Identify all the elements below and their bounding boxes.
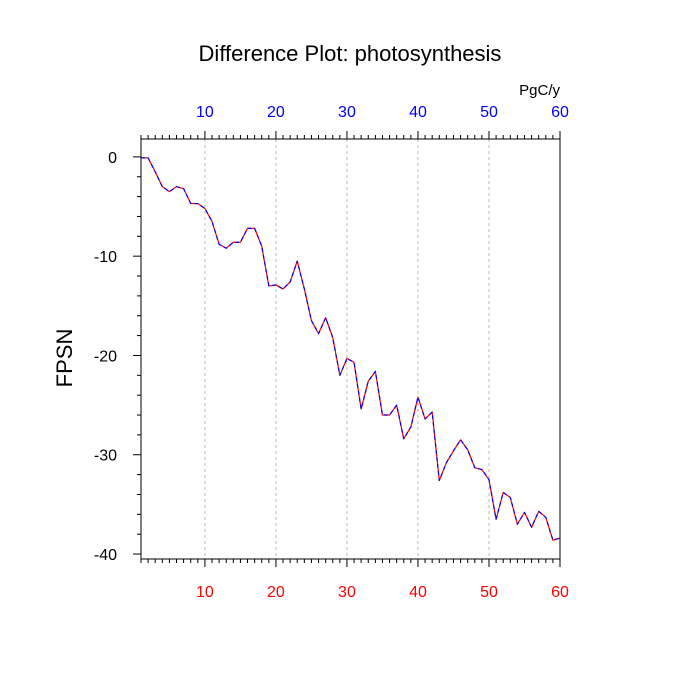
x-tick-label-bottom: 40 (409, 584, 427, 601)
y-tick-label: -20 (94, 348, 117, 365)
y-tick-label: -30 (94, 448, 117, 465)
x-tick-label-top: 60 (551, 104, 569, 121)
x-tick-label-bottom: 10 (196, 584, 214, 601)
series-line-blue-dashed (141, 157, 561, 541)
top-axis-units-label: PgC/y (519, 82, 560, 99)
chart-title: Difference Plot: photosynthesis (199, 41, 502, 66)
x-tick-label-top: 20 (267, 104, 285, 121)
y-tick-label: -10 (94, 249, 117, 266)
y-axis-label: FPSN (52, 329, 77, 388)
x-tick-label-bottom: 30 (338, 584, 356, 601)
series-layer (141, 157, 561, 541)
y-tick-label: -40 (94, 547, 117, 564)
x-tick-label-top: 50 (480, 104, 498, 121)
x-tick-label-bottom: 50 (480, 584, 498, 601)
x-tick-label-top: 30 (338, 104, 356, 121)
x-tick-label-top: 40 (409, 104, 427, 121)
y-tick-label: 0 (108, 150, 117, 167)
tick-layer (133, 131, 561, 567)
label-layer: 10 20 30 40 50 60 10 20 30 40 50 60 0 -10 -20 -30 -40 (94, 104, 569, 601)
x-tick-label-bottom: 60 (551, 584, 569, 601)
series-line-red (141, 157, 561, 541)
x-tick-label-bottom: 20 (267, 584, 285, 601)
grid-layer (204, 139, 561, 559)
plot-frame (140, 138, 561, 560)
x-tick-label-top: 10 (196, 104, 214, 121)
